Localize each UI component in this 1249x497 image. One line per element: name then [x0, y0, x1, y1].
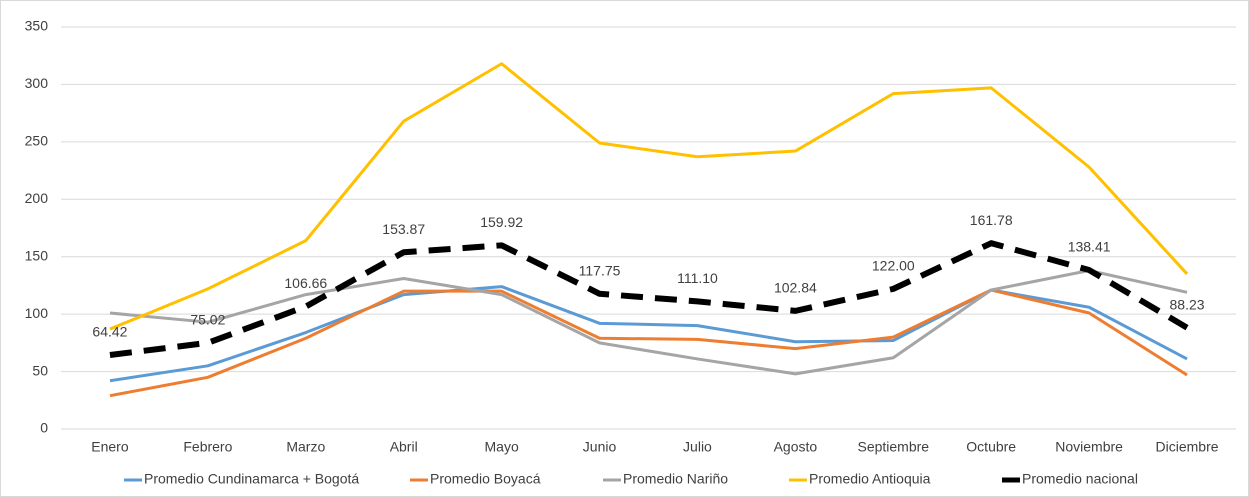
series-line — [109, 62, 1189, 331]
x-tick-label: Junio — [583, 439, 617, 455]
data-label: 111.10 — [677, 270, 718, 286]
legend-label: Promedio Boyacá — [430, 471, 541, 487]
x-tick-label: Octubre — [966, 439, 1016, 455]
y-tick-label: 200 — [25, 190, 49, 206]
x-tick-label: Marzo — [286, 439, 325, 455]
y-tick-label: 300 — [25, 75, 49, 91]
x-tick-label: Septiembre — [857, 439, 929, 455]
data-label: 122.00 — [872, 258, 915, 274]
data-label: 88.23 — [1170, 296, 1205, 312]
x-tick-label: Abril — [390, 439, 418, 455]
x-tick-label: Mayo — [485, 439, 519, 455]
data-label: 161.78 — [970, 212, 1013, 228]
x-tick-label: Diciembre — [1156, 439, 1219, 455]
series-line — [109, 240, 1189, 358]
x-tick-label: Agosto — [774, 439, 818, 455]
data-label: 159.92 — [480, 214, 523, 230]
data-label: 117.75 — [579, 262, 621, 278]
legend-label: Promedio Antioquia — [809, 471, 931, 487]
data-label: 102.84 — [774, 280, 817, 296]
y-tick-label: 250 — [25, 133, 49, 149]
y-tick-label: 350 — [25, 18, 49, 34]
x-tick-label: Julio — [683, 439, 712, 455]
x-tick-label: Enero — [91, 439, 129, 455]
y-tick-label: 100 — [25, 305, 49, 321]
series-line — [109, 288, 1188, 398]
y-tick-label: 150 — [25, 247, 49, 263]
data-label: 138.41 — [1068, 239, 1111, 255]
data-label: 64.42 — [92, 324, 127, 340]
legend-label: Promedio nacional — [1022, 471, 1138, 487]
y-tick-label: 50 — [32, 362, 48, 378]
series-line — [109, 268, 1188, 376]
data-label: 106.66 — [284, 275, 327, 291]
data-label: 153.87 — [382, 221, 425, 237]
x-tick-label: Febrero — [183, 439, 232, 455]
legend-label: Promedio Cundinamarca + Bogotá — [144, 471, 359, 487]
legend-label: Promedio Nariño — [623, 471, 728, 487]
data-label: 75.02 — [190, 312, 225, 328]
x-tick-label: Noviembre — [1055, 439, 1123, 455]
y-tick-label: 0 — [40, 420, 48, 436]
